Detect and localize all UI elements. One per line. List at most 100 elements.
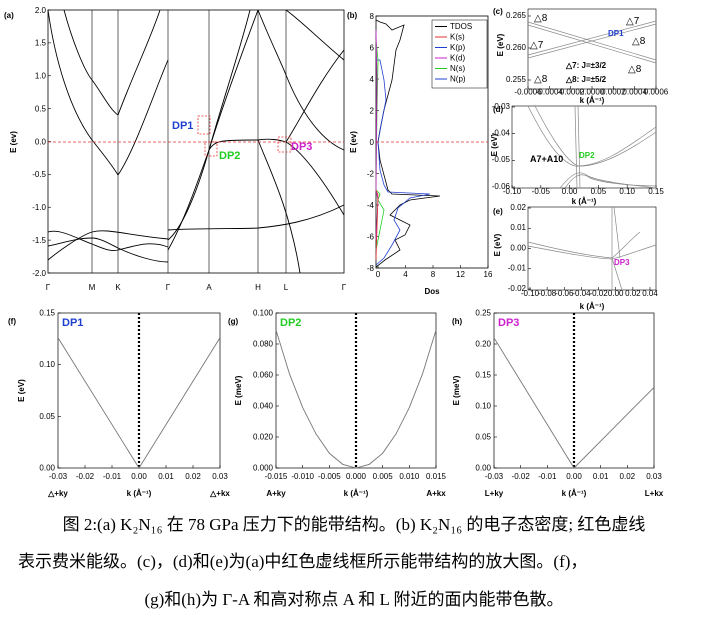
panel-b-xticks: 0 4 8 12 16 — [376, 265, 493, 279]
panel-c-ytick-label: 0.265 — [506, 11, 527, 20]
panel-e-xtick-label: -0.06 — [555, 289, 574, 298]
ytick-label: 0.05 — [39, 412, 55, 421]
panel-b-ytick-label: 8 — [370, 12, 375, 21]
panel-d-label: (d) — [493, 105, 504, 114]
xtick-label: 0.01 — [158, 472, 174, 481]
dispersion-curve — [57, 337, 221, 469]
panel-a-label: (a) — [4, 11, 14, 20]
kpoint-label: A — [206, 283, 212, 292]
xtick-label: 0.015 — [426, 472, 447, 481]
dp-label: DP1 — [62, 317, 83, 329]
panel-c-annotation: △7 — [626, 16, 640, 27]
panel-c-yticks: 0.265 0.260 0.255 — [506, 11, 531, 84]
panel-b-xtick-label: 4 — [403, 270, 408, 279]
panel-c-xtick-label: 0.0002 — [601, 88, 626, 97]
dp1-label: DP1 — [172, 120, 193, 132]
panel-xlabel: k (Å⁻¹) — [127, 489, 152, 498]
ytick-label: 0.15 — [39, 309, 55, 318]
panel-d-xlabel: k (Å⁻¹) — [572, 197, 597, 206]
dispersion-panels: (f) DP1 E (eV) k (Å⁻¹) △+ky △+kx -0.03 -0.02 -0.… — [8, 309, 664, 499]
ytick-label: 0.040 — [253, 402, 274, 411]
panel-a-ytick-label: -0.5 — [32, 170, 46, 179]
dp2-label: DP2 — [219, 150, 240, 162]
panel-c-xticks: -0.0006-0.0004-0.00020.00000.00020.00040… — [514, 86, 669, 97]
panel-label: (f) — [8, 317, 16, 326]
panel-e-ytick-label: 0.01 — [510, 223, 526, 232]
panel-d-ytick-label: -0.04 — [492, 128, 511, 137]
xtick-label: 0.010 — [399, 472, 420, 481]
xtick-label: 0.00 — [566, 472, 582, 481]
xtick-label: 0.01 — [593, 472, 609, 481]
legend-entry: N(s) — [450, 64, 465, 73]
panel-b-xtick-label: 16 — [484, 270, 493, 279]
panel-h: (h) DP3 E (meV) k (Å⁻¹) L+ky L+kx -0.03 -0.02 -0… — [452, 309, 664, 499]
panel-c-label: (c) — [493, 7, 503, 16]
legend-entry: K(d) — [450, 54, 465, 63]
panel-c-annotation: △8 — [632, 36, 646, 47]
panel-c-annotation: △8 — [534, 74, 548, 85]
panel-c-xtick-label: -0.0002 — [557, 88, 585, 97]
panel-b-ytick-label: 4 — [370, 75, 375, 84]
panel-b-ytick-label: -8 — [367, 264, 375, 273]
panel-d-xticks: -0.10 -0.05 0.00 0.05 0.10 0.15 — [503, 185, 664, 196]
caption-line-3: (g)和(h)为 Γ-A 和高对称点 A 和 L 附近的面内能带色散。 — [144, 590, 564, 609]
panel-a-ytick-label: -2.0 — [32, 269, 46, 278]
panel-a-ytick-label: 1.0 — [35, 72, 47, 81]
panel-ylabel: E (meV) — [234, 375, 243, 405]
panel-c-xtick-label: 0.0000 — [580, 88, 605, 97]
panel-c-xlabel: k (Å⁻¹) — [580, 96, 605, 105]
ytick-label: 0.10 — [39, 360, 55, 369]
ytick-label: 0.00 — [39, 464, 55, 473]
x-end-label-right: A+kx — [426, 489, 446, 498]
panel-b-ytick-label: -2 — [367, 169, 375, 178]
panel-d-frame — [511, 105, 657, 189]
panel-b-yticks: 8 6 4 2 0 -2 -4 -6 -8 — [367, 12, 379, 273]
xtick-label: -0.005 — [318, 472, 341, 481]
panel-d-ytick-label: -0.06 — [492, 182, 511, 191]
panel-e-ytick-label: -0.01 — [508, 264, 527, 273]
panel-label: (g) — [228, 317, 239, 326]
xtick-label: 0.02 — [620, 472, 636, 481]
kpoint-label: L — [284, 283, 289, 292]
panel-d: (d) E (eV) -0.03-0.04-0.05-0.06 -0.10 -0.… — [490, 102, 664, 206]
kpoint-label: Γ — [46, 283, 51, 292]
xtick-label: -0.02 — [512, 472, 531, 481]
panel-d-xtick-label: 0.15 — [648, 187, 664, 196]
panel-c-ytick-label: 0.260 — [506, 43, 527, 52]
panel-c-xtick-label: 0.0004 — [622, 88, 647, 97]
ytick-label: 0.060 — [253, 371, 274, 380]
panel-e-annot-dp3: DP3 — [614, 258, 630, 267]
ytick-label: 0.020 — [253, 433, 274, 442]
panel-e-xtick-label: -0.08 — [538, 289, 557, 298]
ytick-label: 0.10 — [475, 402, 491, 411]
panel-b-ytick-label: 2 — [370, 106, 375, 115]
panel-b-legend: TDOS K(s)K(p) K(d)N(s) N(p) — [431, 19, 488, 89]
panel-b-xlabel: Dos — [424, 287, 440, 296]
panel-e-xtick-label: -0.02 — [589, 289, 608, 298]
caption-line-1: 图 2:(a) K₂N₁₆ 在 78 GPa 压力下的能带结构。(b) K₂N₁… — [62, 515, 646, 534]
dispersion-curve — [493, 337, 655, 469]
xtick-label: 0.03 — [646, 472, 662, 481]
x-end-label-right: △+kx — [209, 489, 230, 498]
panel-b-ytick-label: -6 — [367, 232, 375, 241]
ytick-label: 0.00 — [475, 464, 491, 473]
panel-c-annotation: △8 — [534, 13, 548, 24]
panel-c-bands — [527, 20, 657, 64]
panel-c-xtick-label: -0.0004 — [536, 88, 564, 97]
dp3-label: DP3 — [291, 141, 312, 153]
panel-a-ytick-label: -1.5 — [32, 236, 46, 245]
panel-e-xtick-label: -0.10 — [521, 289, 540, 298]
kpoint-label: Γ — [342, 283, 347, 292]
panel-b-ylabel: E (ev) — [349, 131, 358, 153]
panel-e-frame — [527, 206, 657, 291]
panel-ylabel: E (eV) — [17, 379, 26, 402]
ytick-label: 0.05 — [475, 433, 491, 442]
panel-a-ylabel: E (ev) — [9, 131, 18, 153]
legend-entry: TDOS — [450, 22, 472, 31]
xtick-label: -0.03 — [485, 472, 504, 481]
panel-a-yticks: 2.0 1.5 1.0 0.5 0.0 -0.5 -1.0 -1.5 -2.0 — [32, 6, 51, 278]
panel-d-xtick-label: 0.05 — [591, 187, 607, 196]
dp-label: DP3 — [498, 317, 519, 329]
